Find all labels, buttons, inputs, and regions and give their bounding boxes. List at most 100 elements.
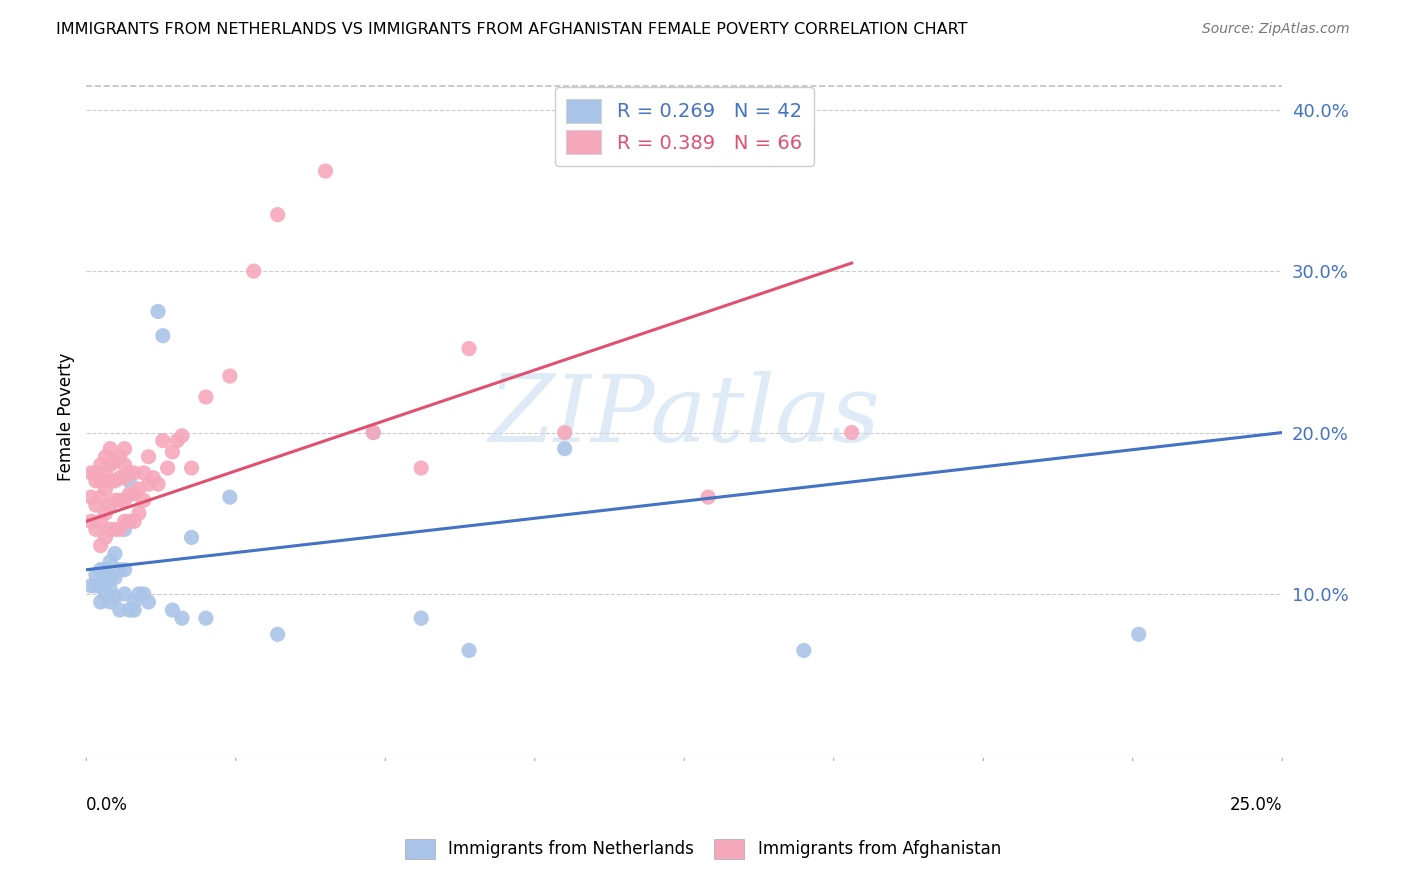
Point	[84, 579, 107, 593]
Point	[242, 264, 264, 278]
Point	[170, 611, 193, 625]
Legend: R = 0.269   N = 42, R = 0.389   N = 66: R = 0.269 N = 42, R = 0.389 N = 66	[555, 87, 814, 166]
Point	[314, 164, 336, 178]
Point	[90, 563, 112, 577]
Point	[98, 571, 121, 585]
Point	[84, 474, 107, 488]
Point	[266, 208, 288, 222]
Point	[98, 442, 121, 456]
Point	[90, 458, 112, 472]
Point	[218, 490, 240, 504]
Point	[84, 466, 107, 480]
Point	[138, 477, 160, 491]
Point	[90, 579, 112, 593]
Point	[363, 425, 385, 440]
Point	[104, 474, 127, 488]
Point	[122, 603, 145, 617]
Point	[114, 514, 136, 528]
Point	[108, 471, 131, 485]
Point	[80, 466, 103, 480]
Point	[138, 595, 160, 609]
Text: ZIPatlas: ZIPatlas	[488, 371, 880, 461]
Point	[162, 603, 184, 617]
Text: Source: ZipAtlas.com: Source: ZipAtlas.com	[1202, 22, 1350, 37]
Point	[138, 450, 160, 464]
Point	[122, 466, 145, 480]
Point	[841, 425, 863, 440]
Point	[114, 471, 136, 485]
Point	[80, 579, 103, 593]
Point	[146, 304, 169, 318]
Point	[84, 567, 107, 582]
Point	[104, 547, 127, 561]
Point	[180, 531, 202, 545]
Point	[118, 487, 141, 501]
Point	[411, 611, 433, 625]
Point	[104, 571, 127, 585]
Point	[411, 461, 433, 475]
Point	[1128, 627, 1150, 641]
Point	[166, 434, 188, 448]
Point	[128, 587, 150, 601]
Point	[132, 466, 155, 480]
Point	[554, 442, 576, 456]
Point	[146, 477, 169, 491]
Point	[118, 474, 141, 488]
Point	[363, 425, 385, 440]
Point	[90, 490, 112, 504]
Point	[84, 498, 107, 512]
Point	[194, 611, 217, 625]
Point	[170, 429, 193, 443]
Y-axis label: Female Poverty: Female Poverty	[58, 352, 75, 481]
Point	[94, 466, 117, 480]
Point	[132, 587, 155, 601]
Point	[458, 643, 481, 657]
Point	[118, 514, 141, 528]
Point	[132, 493, 155, 508]
Point	[122, 487, 145, 501]
Text: 0.0%: 0.0%	[86, 796, 128, 814]
Point	[122, 514, 145, 528]
Point	[98, 582, 121, 596]
Point	[108, 522, 131, 536]
Point	[94, 574, 117, 588]
Point	[98, 498, 121, 512]
Point	[194, 390, 217, 404]
Point	[156, 461, 179, 475]
Point	[114, 587, 136, 601]
Point	[94, 563, 117, 577]
Point	[108, 563, 131, 577]
Point	[108, 603, 131, 617]
Point	[180, 461, 202, 475]
Point	[90, 595, 112, 609]
Point	[104, 522, 127, 536]
Point	[458, 342, 481, 356]
Point	[98, 522, 121, 536]
Point	[98, 458, 121, 472]
Point	[94, 482, 117, 496]
Point	[554, 425, 576, 440]
Point	[84, 522, 107, 536]
Point	[122, 595, 145, 609]
Point	[697, 490, 720, 504]
Point	[80, 514, 103, 528]
Point	[94, 506, 117, 520]
Point	[118, 603, 141, 617]
Legend: Immigrants from Netherlands, Immigrants from Afghanistan: Immigrants from Netherlands, Immigrants …	[398, 832, 1008, 866]
Point	[114, 442, 136, 456]
Point	[152, 328, 174, 343]
Point	[94, 450, 117, 464]
Text: IMMIGRANTS FROM NETHERLANDS VS IMMIGRANTS FROM AFGHANISTAN FEMALE POVERTY CORREL: IMMIGRANTS FROM NETHERLANDS VS IMMIGRANT…	[56, 22, 967, 37]
Point	[118, 466, 141, 480]
Point	[90, 514, 112, 528]
Point	[98, 474, 121, 488]
Point	[104, 493, 127, 508]
Point	[142, 471, 165, 485]
Point	[128, 482, 150, 496]
Point	[90, 539, 112, 553]
Point	[128, 506, 150, 520]
Point	[104, 590, 127, 604]
Text: 25.0%: 25.0%	[1230, 796, 1282, 814]
Point	[108, 493, 131, 508]
Point	[114, 493, 136, 508]
